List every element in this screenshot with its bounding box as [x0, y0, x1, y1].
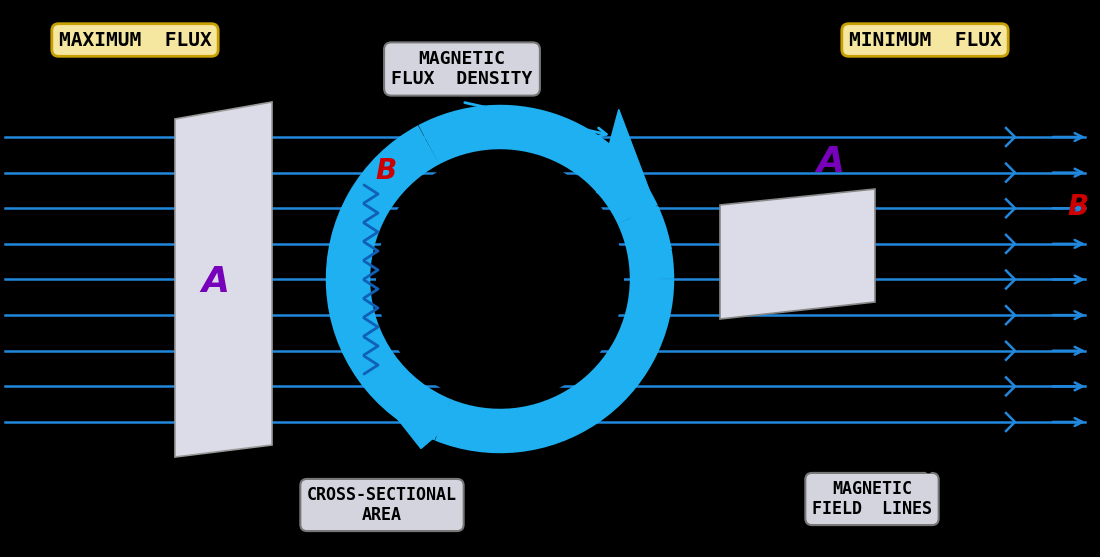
Text: MAXIMUM  FLUX: MAXIMUM FLUX: [58, 31, 211, 50]
Polygon shape: [596, 109, 671, 249]
Text: MAGNETIC
FIELD  LINES: MAGNETIC FIELD LINES: [812, 480, 932, 519]
Text: B: B: [375, 157, 397, 185]
Text: A: A: [816, 145, 844, 179]
Text: A: A: [201, 265, 229, 299]
Text: MINIMUM  FLUX: MINIMUM FLUX: [848, 31, 1001, 50]
Polygon shape: [720, 189, 874, 319]
Polygon shape: [175, 102, 272, 457]
Circle shape: [376, 155, 624, 403]
Polygon shape: [372, 387, 464, 448]
Text: CROSS-SECTIONAL
AREA: CROSS-SECTIONAL AREA: [307, 486, 456, 524]
Text: B: B: [1067, 193, 1089, 221]
Text: MAGNETIC
FLUX  DENSITY: MAGNETIC FLUX DENSITY: [392, 50, 532, 89]
